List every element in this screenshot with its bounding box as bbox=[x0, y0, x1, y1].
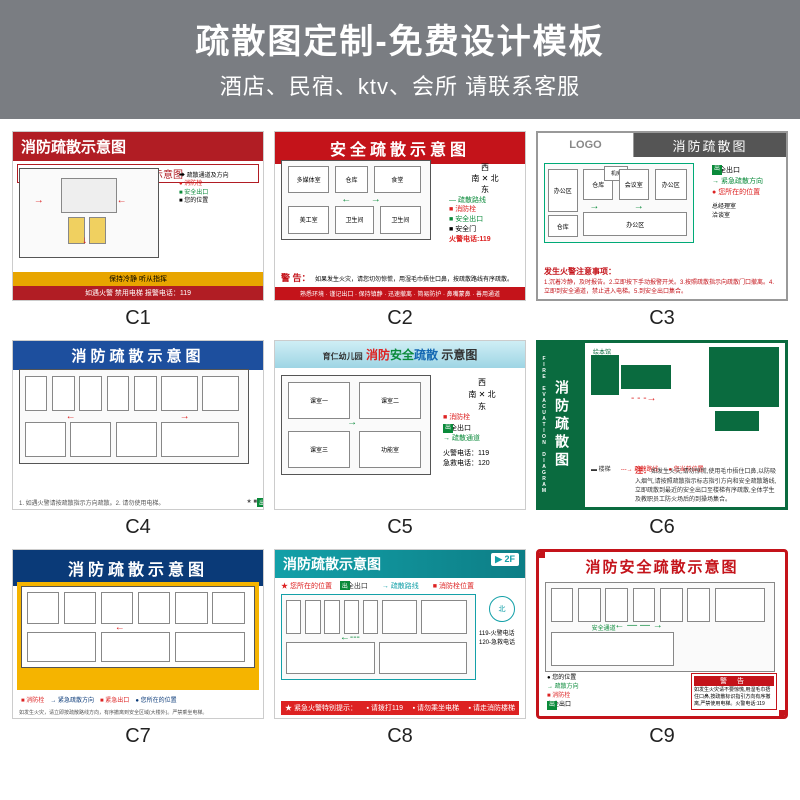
cell-c7: 消防疏散示意图 ← ■ 消防栓 → 紧急疏散方向 ■ 紧 bbox=[12, 549, 264, 748]
page-header: 疏散图定制-免费设计模板 酒店、民宿、ktv、会所 请联系客服 bbox=[0, 0, 800, 119]
c8-floor: ▶ 2F bbox=[491, 553, 519, 566]
c2-warning: 警 告： 如果发生火灾，请您切勿惊慌，用湿毛巾捂住口鼻，按疏散路线有序疏散。 bbox=[281, 268, 519, 286]
c5-side: 西南 ✕ 北东 ■ 消防栓 出 安全出口 → 疏散通道 火警电话：119 急救电… bbox=[443, 377, 521, 470]
label-c2: C2 bbox=[387, 307, 413, 330]
card-c3[interactable]: LOGO 消防疏散图 办公区 仓库 机房 会议室 办公区 办公区 仓库 → → … bbox=[536, 131, 788, 301]
c9-legend: ● 您的位置 → 疏散方向 ■ 消防栓 出 安全出口 bbox=[547, 674, 579, 710]
c3-title: 消防疏散图 bbox=[634, 133, 786, 157]
c3-header: LOGO 消防疏散图 bbox=[538, 133, 786, 157]
c8-title: 消防疏散示意图 ▶ 2F bbox=[275, 550, 525, 578]
c7-floorplan: ← bbox=[21, 586, 255, 668]
card-c5[interactable]: 育仁幼儿园 消防安全疏散 示意图 课室一 课室二 课室三 功能室 → 西南 ✕ … bbox=[274, 340, 526, 510]
c3-legend: 出 安全出口 → 紧急疏散方向 ● 您所在的位置 总经理室洽谈室 bbox=[712, 165, 782, 222]
c4-footer: 1. 如遇火警请按疏散指示方向疏散。2. 请勿使用电梯。 ★ ■ 出 bbox=[19, 498, 257, 507]
c2-footer: 熟悉环境 · 谨记出口 · 保持镇静 · 迅速撤离 · 简易防护 · 鼻嘴蒙鼻 … bbox=[275, 287, 525, 300]
c1-floorplan: → ← ↓ bbox=[19, 168, 159, 258]
label-c4: C4 bbox=[125, 516, 151, 539]
label-c6: C6 bbox=[649, 516, 675, 539]
header-subtitle: 酒店、民宿、ktv、会所 请联系客服 bbox=[0, 69, 800, 101]
c7-legend: ■ 消防栓 → 紧急疏散方向 ■ 紧急出口 ● 您所在的位置 bbox=[21, 695, 255, 704]
c1-legend: ➡ 疏散通道及方向 ● 消防栓 ■ 安全出口 ■ 您的位置 bbox=[179, 172, 259, 206]
label-c8: C8 bbox=[387, 725, 413, 748]
c1-footer2: 如遇火警 禁用电梯 报警电话：119 bbox=[13, 286, 263, 300]
cell-c4: 消防疏散示意图 ← → 1. 如遇火警请按疏散指示方向疏散。2. 请勿使用电梯。… bbox=[12, 340, 264, 539]
cell-c6: FIRE EVACUATION DIAGRAM 消防疏散图 火警电话:119 绘… bbox=[536, 340, 788, 539]
cell-c5: 育仁幼儿园 消防安全疏散 示意图 课室一 课室二 课室三 功能室 → 西南 ✕ … bbox=[274, 340, 526, 539]
c6-main: 火警电话:119 绘本馆 - - -→ ▬ 楼梯 ---→ 疏散路线 ● 您当前… bbox=[585, 343, 785, 507]
card-c6[interactable]: FIRE EVACUATION DIAGRAM 消防疏散图 火警电话:119 绘… bbox=[536, 340, 788, 510]
c4-floorplan: ← → bbox=[19, 369, 249, 464]
c2-side: 西南 ✕ 北东 — 疏散路线 ■ 消防栓 ■ 安全出口 ■ 安全门 火警电话:1… bbox=[449, 162, 521, 245]
header-title: 疏散图定制-免费设计模板 bbox=[0, 14, 800, 63]
c9-floorplan: 安全通道 ← — — → bbox=[545, 582, 775, 672]
label-c3: C3 bbox=[649, 307, 675, 330]
c3-warning: 发生火警注意事项： 1.沉着冷静，及时报告。2.立即按下手动报警开关。3.按照疏… bbox=[544, 266, 780, 295]
card-c4[interactable]: 消防疏散示意图 ← → 1. 如遇火警请按疏散指示方向疏散。2. 请勿使用电梯。… bbox=[12, 340, 264, 510]
c8-side: 119-火警电话 120-急救电话 bbox=[479, 628, 519, 646]
card-c1[interactable]: 消防疏散示意图 楼层消防疏散示意图 → ← ↓ ➡ 疏散通道及方向 ● 消防栓 … bbox=[12, 131, 264, 301]
label-c5: C5 bbox=[387, 516, 413, 539]
c7-yellowbox: ← bbox=[17, 582, 259, 690]
c3-logo: LOGO bbox=[538, 133, 634, 157]
c2-floorplan: 多媒体室 仓库 食堂 美工室 卫生间 卫生间 ← → bbox=[281, 160, 431, 240]
cell-c9: 消防安全疏散示意图 安全通道 ← — — → ● 您的位置 → 疏散方向 ■ 消… bbox=[536, 549, 788, 748]
c7-notes: 如发生火灾，请立即按疏散路线方向，有序撤离到安全区域(大楼外)。严禁乘坐电梯。 bbox=[19, 709, 257, 716]
label-c1: C1 bbox=[125, 307, 151, 330]
c9-title: 消防安全疏散示意图 bbox=[539, 552, 785, 581]
c5-title: 育仁幼儿园 消防安全疏散 示意图 bbox=[275, 341, 525, 368]
c3-floorplan: 办公区 仓库 机房 会议室 办公区 办公区 仓库 → → bbox=[544, 163, 694, 243]
c5-floorplan: 课室一 课室二 课室三 功能室 → bbox=[281, 375, 431, 475]
cell-c2: 安全疏散示意图 多媒体室 仓库 食堂 美工室 卫生间 卫生间 ← → 西南 ✕ … bbox=[274, 131, 526, 330]
label-c9: C9 bbox=[649, 725, 675, 748]
c1-title: 消防疏散示意图 bbox=[13, 132, 263, 161]
c7-title: 消防疏散示意图 bbox=[13, 550, 263, 586]
c6-floorplan: 绘本馆 - - -→ bbox=[591, 347, 779, 437]
c1-footer1: 保持冷静 听从指挥 bbox=[13, 272, 263, 286]
card-c7[interactable]: 消防疏散示意图 ← ■ 消防栓 → 紧急疏散方向 ■ 紧 bbox=[12, 549, 264, 719]
cell-c8: 消防疏散示意图 ▶ 2F ★ 您所在的位置 出 安全出口 → 疏散路线 ■ 消防… bbox=[274, 549, 526, 748]
c6-title: FIRE EVACUATION DIAGRAM 消防疏散图 bbox=[539, 343, 585, 507]
c4-title: 消防疏散示意图 bbox=[13, 341, 263, 370]
c8-legend: ★ 您所在的位置 出 安全出口 → 疏散路线 ■ 消防栓位置 bbox=[275, 578, 525, 594]
c6-note: 注：如发生火灾,请勿惊慌,使用毛巾捂住口鼻,以防吸入烟气,请按照疏散指示标志指引… bbox=[635, 465, 779, 503]
c8-tip: ★ 紧急火警特别提示： ▪ 请拨打119 ▪ 请勿乘坐电梯 ▪ 请走消防楼梯 bbox=[281, 701, 519, 715]
card-c9[interactable]: 消防安全疏散示意图 安全通道 ← — — → ● 您的位置 → 疏散方向 ■ 消… bbox=[536, 549, 788, 719]
label-c7: C7 bbox=[125, 725, 151, 748]
cell-c1: 消防疏散示意图 楼层消防疏散示意图 → ← ↓ ➡ 疏散通道及方向 ● 消防栓 … bbox=[12, 131, 264, 330]
cell-c3: LOGO 消防疏散图 办公区 仓库 机房 会议室 办公区 办公区 仓库 → → … bbox=[536, 131, 788, 330]
card-c8[interactable]: 消防疏散示意图 ▶ 2F ★ 您所在的位置 出 安全出口 → 疏散路线 ■ 消防… bbox=[274, 549, 526, 719]
c8-compass: 北 bbox=[489, 596, 515, 622]
c9-warning: 警 告 如发生火灾请不要惊慌,用湿毛巾捂住口鼻,按疏散标识指引方向有序撤离,严禁… bbox=[691, 673, 777, 710]
template-grid: 消防疏散示意图 楼层消防疏散示意图 → ← ↓ ➡ 疏散通道及方向 ● 消防栓 … bbox=[0, 119, 800, 760]
card-c2[interactable]: 安全疏散示意图 多媒体室 仓库 食堂 美工室 卫生间 卫生间 ← → 西南 ✕ … bbox=[274, 131, 526, 301]
c8-floorplan: ←--- bbox=[281, 594, 476, 680]
